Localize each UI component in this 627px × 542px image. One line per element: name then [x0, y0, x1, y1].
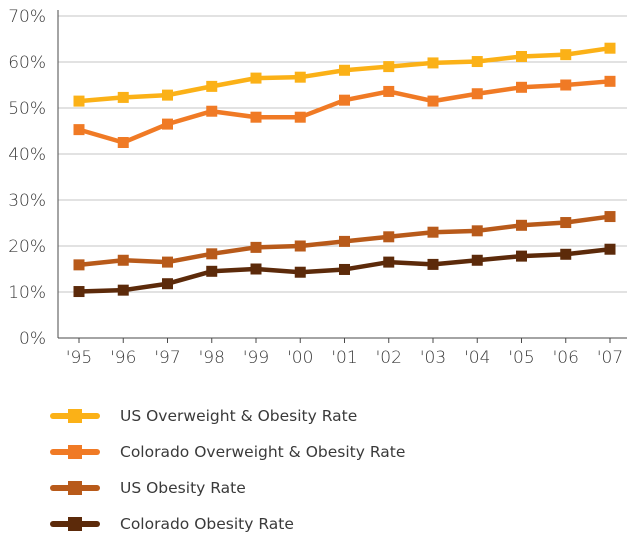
data-point — [604, 42, 616, 54]
legend-label: Colorado Obesity Rate — [120, 515, 294, 533]
x-tick-label: '96 — [110, 348, 136, 368]
x-tick-label: '95 — [66, 348, 92, 368]
data-point — [117, 284, 129, 296]
data-point — [383, 61, 395, 73]
data-point — [162, 278, 173, 290]
data-point — [294, 240, 306, 252]
data-point — [339, 94, 350, 106]
legend-label: US Overweight & Obesity Rate — [120, 407, 358, 425]
legend-label: Colorado Overweight & Obesity Rate — [120, 443, 406, 461]
x-tick-label: '05 — [508, 348, 534, 368]
legend-item: US Obesity Rate — [50, 470, 405, 506]
data-point — [250, 111, 262, 123]
data-point — [383, 231, 395, 243]
data-point — [560, 217, 572, 229]
x-tick-label: '07 — [597, 348, 623, 368]
data-point — [604, 75, 616, 87]
data-point — [427, 57, 439, 69]
legend-item: Colorado Obesity Rate — [50, 506, 405, 542]
data-point — [294, 111, 306, 123]
x-tick-label: '03 — [420, 348, 446, 368]
series-line — [76, 79, 613, 145]
y-tick-label: 70% — [8, 7, 46, 27]
legend-item: Colorado Overweight & Obesity Rate — [50, 434, 405, 470]
y-tick-label: 40% — [8, 145, 46, 165]
data-point — [73, 286, 85, 298]
data-point — [383, 85, 395, 97]
x-tick-label: '06 — [553, 348, 579, 368]
x-tick-label: '00 — [287, 348, 313, 368]
legend-swatch — [50, 517, 100, 531]
data-point — [73, 124, 85, 136]
gridlines — [58, 15, 627, 293]
data-point — [294, 266, 306, 278]
legend-swatch — [50, 445, 100, 459]
legend-label: US Obesity Rate — [120, 479, 246, 497]
data-series — [73, 42, 616, 298]
data-point — [560, 49, 572, 61]
y-tick-label: 60% — [8, 53, 46, 73]
data-point — [162, 89, 173, 101]
data-point — [73, 259, 85, 271]
data-point — [427, 226, 439, 238]
data-point — [294, 71, 306, 83]
x-tick-label: '01 — [331, 348, 357, 368]
data-point — [206, 80, 218, 92]
data-point — [339, 64, 350, 76]
data-point — [516, 250, 527, 262]
data-point — [117, 254, 129, 266]
data-point — [516, 50, 527, 62]
legend-swatch — [50, 481, 100, 495]
data-point — [427, 258, 439, 270]
data-point — [117, 137, 129, 148]
data-point — [250, 241, 262, 253]
data-point — [250, 72, 262, 84]
series-1 — [73, 75, 616, 148]
series-2 — [73, 211, 616, 271]
x-tick-label: '99 — [243, 348, 269, 368]
series-0 — [73, 42, 616, 107]
y-tick-label: 10% — [8, 283, 46, 303]
data-point — [339, 235, 350, 247]
data-point — [117, 91, 129, 103]
data-point — [250, 263, 262, 275]
data-point — [516, 219, 527, 231]
x-tick-label: '02 — [376, 348, 402, 368]
data-point — [206, 248, 218, 260]
legend-swatch — [50, 409, 100, 423]
y-tick-label: 50% — [8, 99, 46, 119]
data-point — [206, 105, 218, 117]
y-tick-label: 20% — [8, 237, 46, 257]
data-point — [206, 265, 218, 277]
x-tick-label: '98 — [199, 348, 225, 368]
y-tick-label: 0% — [19, 329, 46, 349]
y-tick-label: 30% — [8, 191, 46, 211]
y-axis-tick-labels: 0% 10% 20% 30% 40% 50% 60% 70% — [8, 7, 46, 349]
x-tick-label: '97 — [154, 348, 180, 368]
data-point — [162, 118, 173, 130]
data-point — [516, 81, 527, 93]
data-point — [471, 254, 483, 266]
data-point — [560, 248, 572, 260]
data-point — [427, 95, 439, 107]
legend: US Overweight & Obesity Rate Colorado Ov… — [50, 398, 405, 542]
x-tick-label: '04 — [464, 348, 490, 368]
data-point — [471, 225, 483, 237]
data-point — [339, 263, 350, 275]
data-point — [604, 211, 616, 223]
x-axis-tick-labels: '95 '96 '97 '98 '99 '00 '01 '02 '03 '04 '05 '06 '07 — [66, 348, 623, 368]
data-point — [383, 256, 395, 268]
line-chart: 0%10%20%30%40%50%60%70% '95'96'97'98'99 '… — [8, 7, 627, 368]
data-point — [471, 88, 483, 100]
data-point — [471, 56, 483, 68]
data-point — [560, 79, 572, 91]
axes — [57, 10, 627, 343]
series-3 — [73, 243, 616, 298]
data-point — [604, 243, 616, 255]
legend-item: US Overweight & Obesity Rate — [50, 398, 405, 434]
data-point — [73, 95, 85, 107]
data-point — [162, 256, 173, 268]
